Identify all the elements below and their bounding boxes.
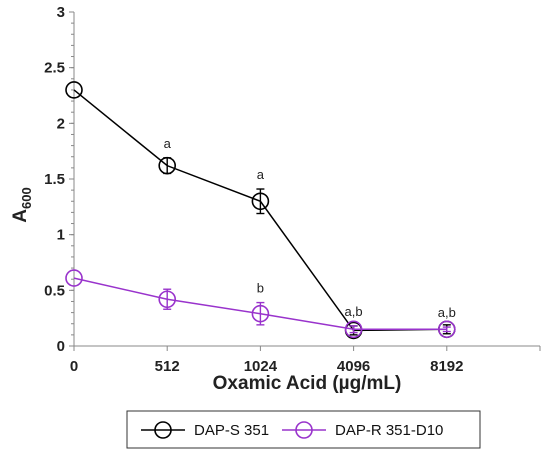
x-tick-label: 4096 [337, 358, 370, 375]
y-tick-label: 0 [57, 338, 65, 355]
data-point [251, 304, 270, 323]
legend: DAP-S 351 DAP-R 351-D10 [126, 410, 481, 449]
data-point [344, 320, 363, 339]
y-axis-title-main: A [10, 209, 31, 223]
data-point [251, 192, 270, 211]
data-point [158, 156, 176, 175]
legend-label-dap-s: DAP-S 351 [194, 422, 269, 439]
data-point [158, 290, 176, 309]
series-dap-r [65, 269, 456, 339]
significance-label: a [257, 167, 265, 182]
significance-label: a,b [438, 305, 456, 320]
x-ticks: 0 512 1024 4096 8192 [70, 346, 541, 375]
data-point [65, 269, 83, 287]
legend-label-dap-r: DAP-R 351-D10 [335, 422, 443, 439]
data-point [437, 320, 456, 339]
y-tick-label: 1 [57, 227, 65, 244]
x-tick-label: 512 [155, 358, 180, 375]
significance-annotations: a a b a,b a,b [164, 136, 456, 320]
x-tick-label: 8192 [430, 358, 463, 375]
legend-marker-dap-r [295, 421, 313, 439]
series-layer [65, 81, 456, 340]
legend-marker-dap-s [154, 421, 172, 439]
y-tick-label: 0.5 [44, 282, 65, 299]
data-point [65, 81, 83, 99]
x-tick-label: 1024 [244, 358, 278, 375]
significance-label: a [164, 136, 172, 151]
x-axis-title: Oxamic Acid (µg/mL) [213, 373, 402, 394]
significance-label: b [257, 281, 264, 296]
y-tick-label: 2.5 [44, 60, 65, 77]
y-tick-label: 2 [57, 115, 65, 132]
x-tick-label: 0 [70, 358, 78, 375]
y-tick-label: 1.5 [44, 171, 65, 188]
y-ticks: 0 0.5 1 1.5 2 2.5 3 [44, 4, 74, 355]
significance-label: a,b [345, 304, 363, 319]
y-tick-label: 3 [57, 4, 65, 21]
y-axis-title-subscript: 600 [19, 187, 34, 209]
y-axis-title: A600 [10, 187, 34, 222]
series-dap-s [65, 81, 456, 340]
